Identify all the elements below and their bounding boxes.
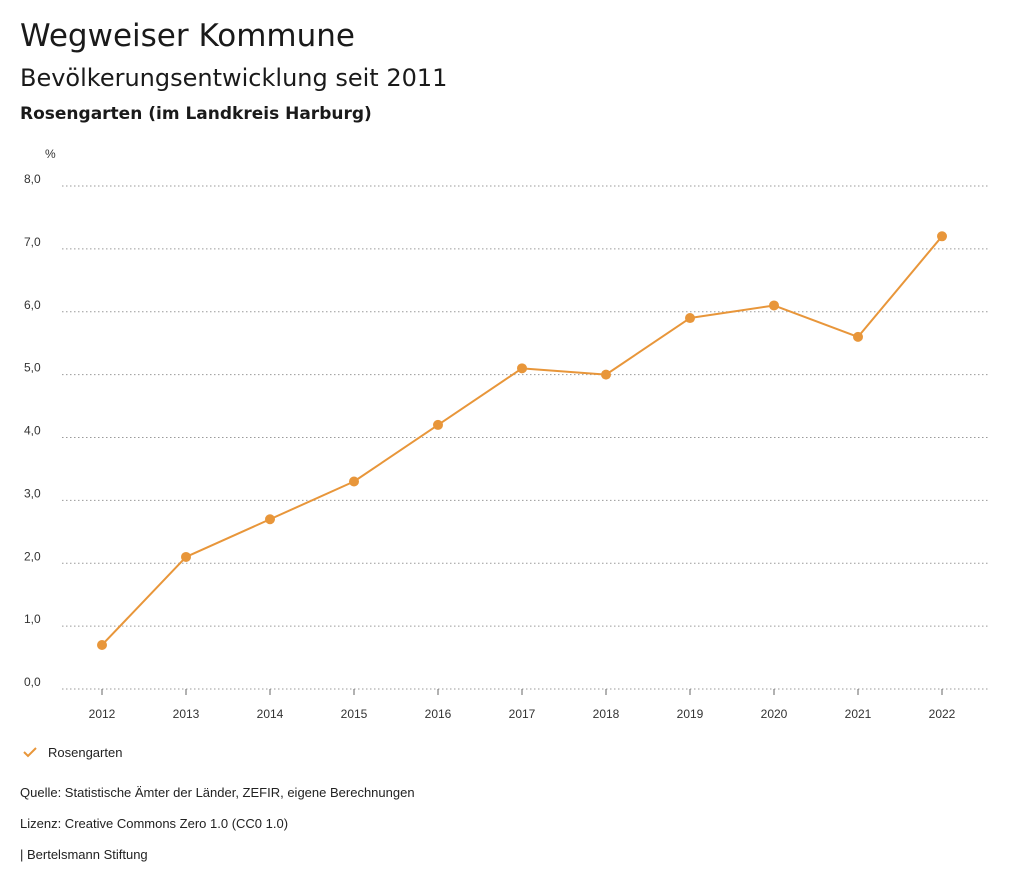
data-point[interactable] — [265, 514, 275, 525]
line-chart: % 0,01,02,03,04,05,06,07,08,0 2012 2013 20… — [24, 147, 990, 721]
x-tick-label: 2020 — [761, 707, 788, 721]
data-point[interactable] — [685, 313, 695, 324]
legend-label: Rosengarten — [48, 744, 123, 760]
x-tick-label: 2016 — [425, 707, 452, 721]
series-group — [97, 231, 947, 650]
x-tick-label: 2012 — [89, 707, 116, 721]
y-tick-label: 7,0 — [24, 235, 41, 249]
data-point[interactable] — [433, 419, 443, 430]
data-point[interactable] — [853, 331, 863, 342]
x-tick-label: 2018 — [593, 707, 620, 721]
y-tick-label: 3,0 — [24, 486, 41, 500]
y-tick-label: 4,0 — [24, 424, 41, 438]
license-note: Lizenz: Creative Commons Zero 1.0 (CC0 1… — [20, 816, 289, 831]
x-tick-label: 2015 — [341, 707, 368, 721]
page-title: Wegweiser Kommune — [20, 18, 355, 54]
x-axis: 2012 2013 2014 2015 2016 2017 2018 2019 2020 2021… — [89, 689, 956, 721]
y-axis-unit: % — [45, 147, 56, 161]
data-point[interactable] — [517, 363, 527, 374]
y-tick-label: 5,0 — [24, 361, 41, 375]
data-point[interactable] — [181, 551, 191, 562]
y-tick-label: 0,0 — [24, 675, 41, 689]
data-point[interactable] — [601, 369, 611, 380]
series-line-rosengarten — [101, 235, 943, 646]
x-tick-label: 2014 — [257, 707, 284, 721]
y-axis: 0,0 1,0 2,0 3,0 4,0 5,0 6,0 7,0 8,0 — [24, 172, 41, 689]
data-point[interactable] — [97, 639, 107, 650]
x-tick-label: 2019 — [677, 707, 704, 721]
x-tick-label: 2021 — [845, 707, 872, 721]
chart-subtitle: Bevölkerungsentwicklung seit 2011 — [20, 64, 448, 92]
publisher-note: | Bertelsmann Stiftung — [20, 847, 148, 862]
x-tick-label: 2013 — [173, 707, 200, 721]
x-tick-label: 2022 — [929, 707, 956, 721]
data-point[interactable] — [349, 476, 359, 487]
source-note: Quelle: Statistische Ämter der Länder, Z… — [20, 785, 415, 800]
y-tick-label: 6,0 — [24, 298, 41, 312]
x-tick-label: 2017 — [509, 707, 536, 721]
data-point[interactable] — [937, 231, 947, 242]
legend[interactable]: Rosengarten — [22, 744, 122, 760]
data-point[interactable] — [769, 300, 779, 311]
grid-lines — [62, 185, 990, 690]
region-label: Rosengarten (im Landkreis Harburg) — [20, 104, 372, 124]
y-tick-label: 2,0 — [24, 549, 41, 563]
check-icon — [23, 747, 37, 758]
y-tick-label: 1,0 — [24, 612, 41, 626]
y-tick-label: 8,0 — [24, 172, 41, 186]
